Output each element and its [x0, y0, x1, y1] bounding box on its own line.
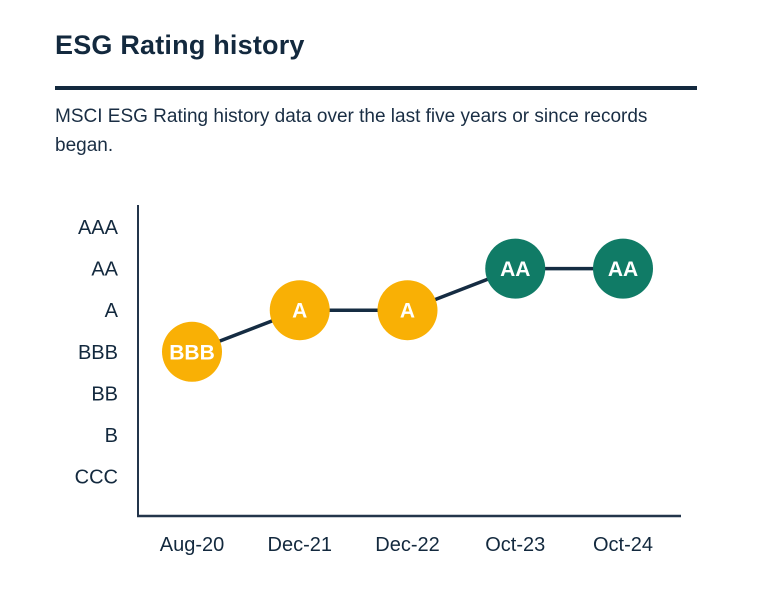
esg-rating-chart: AAA AA A BBB BB B CCC Aug-20 Dec-21 Dec-22 Oct-23 O…: [0, 174, 779, 597]
y-axis-tick-label: BBB: [78, 342, 118, 364]
page-title: ESG Rating history: [55, 30, 305, 60]
rating-point-label: AA: [500, 258, 530, 281]
rating-point: [485, 238, 546, 299]
rating-point-label: AA: [608, 258, 638, 281]
x-axis-tick-label: Dec-22: [375, 534, 439, 556]
rating-point: [162, 321, 222, 382]
rating-point-label: A: [400, 300, 415, 323]
x-axis-tick-label: Oct-24: [593, 534, 653, 556]
y-axis-tick-label: BB: [91, 383, 118, 405]
rating-point: [593, 238, 653, 299]
y-axis-tick-label: CCC: [75, 467, 118, 489]
x-axis-tick-label: Dec-21: [268, 534, 332, 556]
page-subtitle: MSCI ESG Rating history data over the la…: [55, 106, 648, 156]
x-axis-tick-label: Oct-23: [485, 534, 545, 556]
rating-point: [269, 280, 330, 341]
rating-point-label: A: [292, 300, 307, 323]
y-axis-tick-label: A: [105, 300, 119, 322]
y-axis-tick-label: AA: [91, 259, 118, 281]
y-axis-tick-label: B: [105, 425, 118, 447]
x-axis-tick-label: Aug-20: [160, 534, 225, 556]
rating-point: [377, 280, 438, 341]
title-divider: [55, 86, 697, 90]
rating-point-label: BBB: [169, 341, 215, 364]
y-axis-tick-label: AAA: [78, 217, 119, 239]
